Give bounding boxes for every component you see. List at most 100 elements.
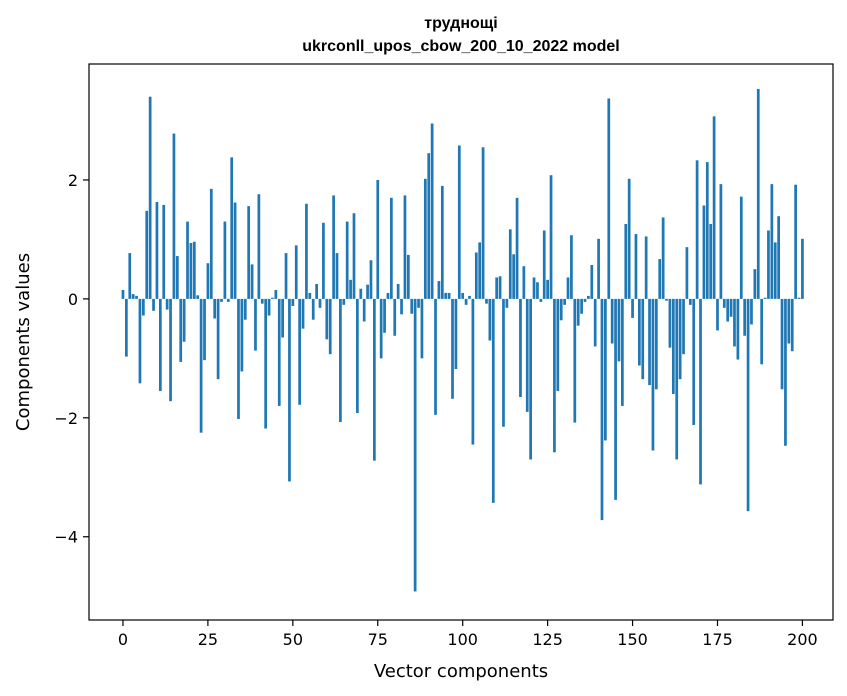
bar xyxy=(339,298,342,422)
bar xyxy=(750,298,753,325)
bar xyxy=(135,295,138,299)
bar xyxy=(648,298,651,386)
bar xyxy=(352,213,356,299)
bar xyxy=(461,292,465,299)
bar xyxy=(573,298,577,423)
y-axis-label: Components values xyxy=(13,253,34,431)
bar xyxy=(379,298,383,359)
bar xyxy=(189,242,193,299)
bar xyxy=(654,298,658,390)
bar xyxy=(583,298,587,302)
bar xyxy=(587,295,590,299)
bar xyxy=(797,297,801,299)
bar xyxy=(142,298,145,316)
bar xyxy=(390,197,393,299)
bar xyxy=(593,298,597,347)
bar xyxy=(508,229,512,299)
bar xyxy=(216,298,220,380)
bar xyxy=(335,253,339,299)
chart-subtitle: ukrconll_upos_cbow_200_10_2022 model xyxy=(302,38,619,55)
bar xyxy=(369,260,373,299)
bar xyxy=(298,298,301,405)
bar xyxy=(434,298,437,415)
bar xyxy=(604,298,607,441)
x-tick-label: 50 xyxy=(283,630,303,649)
bar xyxy=(417,298,420,308)
bar xyxy=(794,184,797,299)
bar xyxy=(325,298,329,340)
bar xyxy=(138,298,142,384)
bar xyxy=(512,254,516,299)
bar xyxy=(437,281,441,299)
bar xyxy=(311,298,315,320)
bar xyxy=(420,298,424,359)
bar xyxy=(257,194,261,299)
bar xyxy=(542,230,546,299)
bar xyxy=(753,269,757,299)
bar xyxy=(600,298,604,521)
bar xyxy=(773,242,777,299)
bar xyxy=(125,298,128,357)
bar xyxy=(627,178,631,299)
bar xyxy=(474,252,478,299)
x-tick-label: 75 xyxy=(368,630,388,649)
bar xyxy=(722,298,726,308)
y-axis-ticks: −4 −2 0 2 xyxy=(54,171,89,547)
bar xyxy=(243,298,247,320)
bar xyxy=(563,298,566,305)
bar xyxy=(617,298,621,362)
bar xyxy=(209,188,213,299)
bar xyxy=(393,298,397,336)
bar xyxy=(658,259,662,299)
bar xyxy=(712,116,716,299)
bar xyxy=(491,298,495,503)
bar xyxy=(590,264,594,299)
bar xyxy=(746,298,750,512)
bar xyxy=(559,298,563,321)
bar xyxy=(349,279,352,299)
bar xyxy=(271,297,274,299)
x-axis-ticks: 0 25 50 75 100 125 150 175 200 xyxy=(118,620,818,649)
bar xyxy=(468,295,471,299)
bar xyxy=(485,298,488,304)
bar xyxy=(145,210,149,299)
bar xyxy=(682,298,685,355)
x-tick-label: 0 xyxy=(118,630,128,649)
bar xyxy=(661,217,665,299)
bar xyxy=(308,292,312,299)
bar xyxy=(196,295,200,299)
bar xyxy=(206,263,210,299)
bar xyxy=(175,256,179,299)
x-tick-label: 150 xyxy=(617,630,648,649)
bar xyxy=(247,206,251,299)
bar xyxy=(546,279,549,299)
bar xyxy=(267,298,271,316)
bar xyxy=(158,298,162,392)
bar xyxy=(502,298,505,427)
bar xyxy=(488,298,492,341)
bar xyxy=(525,298,529,412)
bar xyxy=(790,298,794,352)
bar xyxy=(230,157,234,299)
bar xyxy=(675,298,679,460)
bar xyxy=(668,298,672,348)
bar xyxy=(495,277,499,299)
bar xyxy=(671,298,675,395)
bar xyxy=(376,179,380,299)
bar xyxy=(162,204,166,299)
bar xyxy=(328,298,332,355)
bar xyxy=(260,298,264,304)
bar xyxy=(345,221,349,299)
bar xyxy=(607,98,611,299)
bar xyxy=(597,238,600,299)
bar xyxy=(366,284,369,299)
bar xyxy=(471,298,475,445)
bar xyxy=(780,298,784,390)
bar xyxy=(322,222,325,299)
bar xyxy=(716,298,719,331)
bar xyxy=(457,145,461,299)
bar xyxy=(644,236,648,299)
bar xyxy=(614,298,617,500)
bar xyxy=(702,205,706,299)
